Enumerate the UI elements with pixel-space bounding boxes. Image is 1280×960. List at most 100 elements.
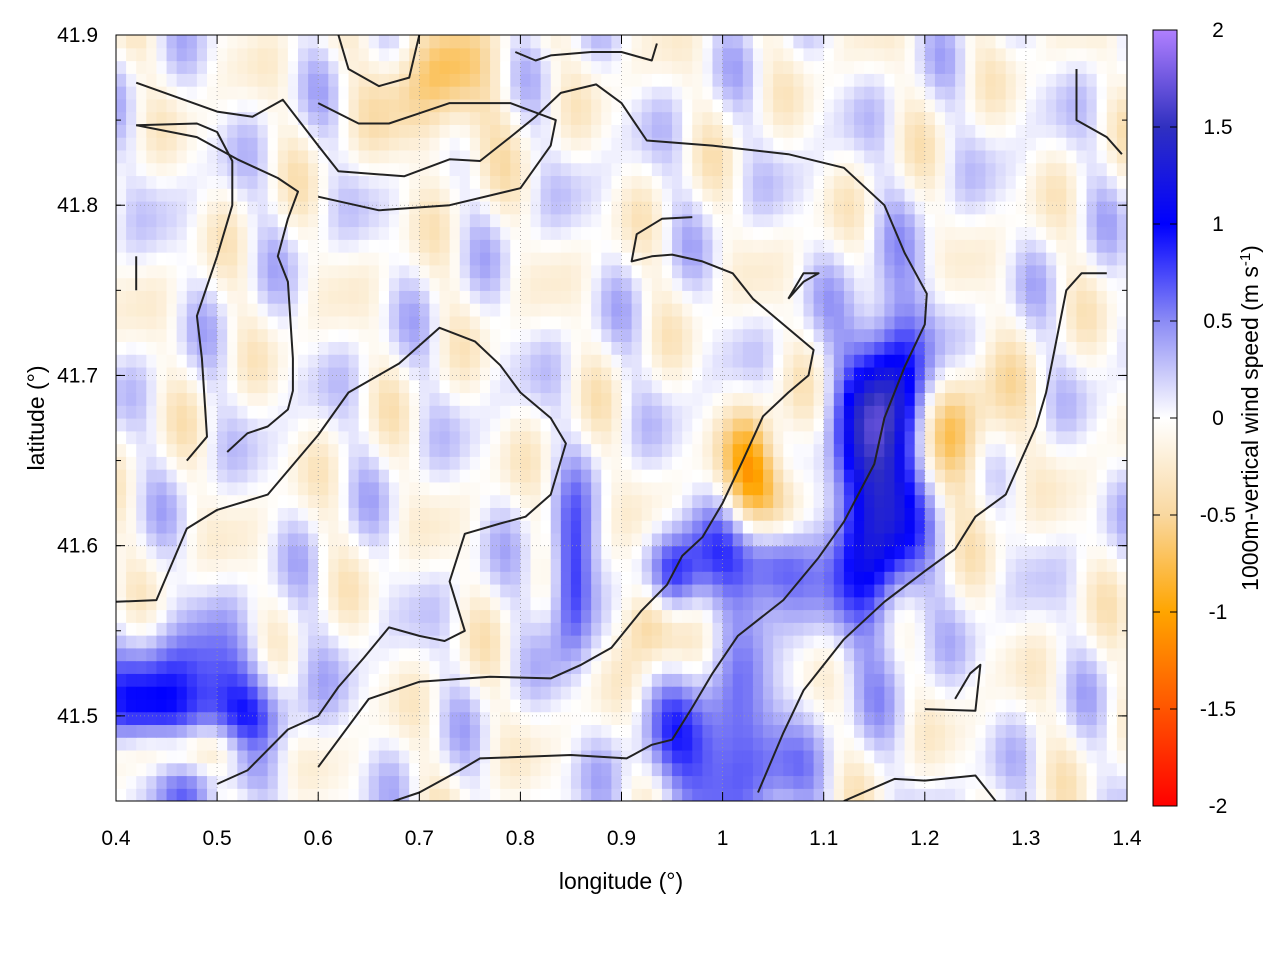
heatmap-cell — [672, 354, 683, 368]
heatmap-cell — [176, 558, 188, 572]
heatmap-cell — [469, 647, 481, 662]
heatmap-cell — [378, 545, 390, 560]
heatmap-cell — [631, 749, 643, 764]
heatmap-cell — [641, 647, 653, 662]
heatmap-cell — [1086, 315, 1098, 330]
heatmap-cell — [419, 277, 431, 291]
heatmap-cell — [388, 354, 400, 368]
heatmap-cell — [874, 200, 885, 215]
heatmap-cell — [297, 520, 309, 534]
heatmap-cell — [945, 698, 956, 713]
heatmap-cell — [995, 660, 1007, 674]
heatmap-cell — [975, 647, 987, 662]
heatmap-cell — [773, 405, 784, 419]
heatmap-cell — [1005, 264, 1017, 279]
heatmap-cell — [156, 443, 168, 457]
heatmap-cell — [641, 520, 653, 534]
heatmap-cell — [368, 418, 380, 432]
heatmap-cell — [914, 226, 926, 240]
heatmap-cell — [399, 162, 410, 177]
heatmap-cell — [267, 545, 279, 560]
heatmap-cell — [338, 328, 350, 342]
heatmap-cell — [581, 647, 592, 662]
heatmap-cell — [995, 609, 1007, 623]
heatmap-cell — [318, 354, 329, 368]
heatmap-cell — [146, 366, 158, 381]
heatmap-cell — [136, 622, 147, 636]
heatmap-cell — [429, 430, 441, 445]
heatmap-cell — [176, 635, 188, 649]
heatmap-cell — [773, 494, 784, 508]
heatmap-cell — [348, 392, 360, 406]
heatmap-cell — [237, 507, 249, 521]
heatmap-cell — [692, 430, 703, 445]
heatmap-cell — [550, 609, 562, 623]
heatmap-cell — [1036, 481, 1047, 496]
heatmap-cell — [591, 443, 602, 457]
heatmap-cell — [1116, 341, 1127, 355]
heatmap-cell — [277, 724, 289, 738]
heatmap-cell — [581, 226, 592, 240]
heatmap-cell — [641, 175, 653, 189]
heatmap-cell — [1036, 788, 1047, 801]
heatmap-cell — [611, 213, 623, 228]
heatmap-cell — [611, 583, 623, 598]
heatmap-cell — [287, 175, 299, 189]
heatmap-cell — [247, 188, 259, 202]
heatmap-cell — [672, 277, 683, 291]
heatmap-cell — [1096, 469, 1108, 483]
heatmap-cell — [530, 430, 542, 445]
heatmap-cell — [570, 724, 582, 738]
heatmap-cell — [449, 788, 461, 801]
heatmap-cell — [439, 762, 451, 777]
heatmap-cell — [540, 226, 552, 240]
heatmap-cell — [530, 520, 542, 534]
heatmap-cell — [884, 724, 896, 738]
heatmap-cell — [267, 775, 279, 789]
heatmap-cell — [651, 788, 663, 801]
heatmap-cell — [742, 188, 754, 202]
heatmap-cell — [672, 737, 683, 751]
heatmap-cell — [166, 239, 178, 253]
heatmap-cell — [752, 405, 764, 419]
heatmap-cell — [833, 469, 845, 483]
heatmap-cell — [934, 443, 946, 457]
heatmap-cell — [277, 252, 289, 266]
heatmap-cell — [439, 737, 451, 751]
heatmap-cell — [1036, 635, 1047, 649]
heatmap-cell — [995, 673, 1007, 687]
heatmap-cell — [581, 341, 592, 355]
heatmap-cell — [732, 213, 744, 228]
heatmap-cell — [186, 239, 198, 253]
heatmap-cell — [166, 392, 178, 406]
heatmap-cell — [965, 520, 976, 534]
heatmap-cell — [297, 724, 309, 738]
heatmap-cell — [358, 443, 370, 457]
heatmap-cell — [550, 405, 562, 419]
heatmap-cell — [479, 303, 491, 317]
heatmap-cell — [1076, 737, 1088, 751]
heatmap-cell — [520, 737, 532, 751]
heatmap-cell — [975, 430, 987, 445]
heatmap-cell — [237, 264, 249, 279]
heatmap-cell — [348, 686, 360, 700]
heatmap-cell — [763, 507, 774, 521]
heatmap-cell — [308, 341, 319, 355]
heatmap-cell — [1056, 252, 1067, 266]
heatmap-cell — [328, 252, 340, 266]
heatmap-cell — [955, 443, 966, 457]
heatmap-cell — [459, 596, 471, 611]
heatmap-cell — [399, 341, 410, 355]
heatmap-cell — [1116, 354, 1127, 368]
heatmap-cell — [186, 469, 198, 483]
heatmap-cell — [823, 443, 835, 457]
heatmap-cell — [621, 583, 633, 598]
heatmap-cell — [833, 379, 845, 394]
heatmap-cell — [823, 749, 835, 764]
heatmap-cell — [186, 290, 198, 304]
heatmap-cell — [247, 583, 259, 598]
heatmap-cell — [227, 583, 238, 598]
heatmap-cell — [136, 532, 147, 547]
heatmap-cell — [500, 571, 511, 585]
heatmap-cell — [793, 162, 805, 177]
